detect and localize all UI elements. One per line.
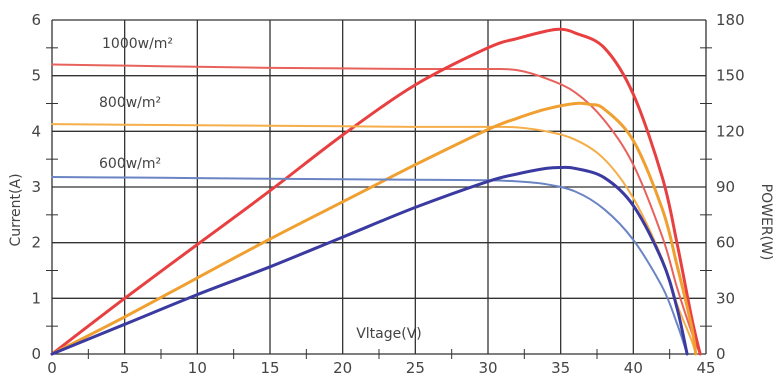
- y-right-tick-label: 90: [716, 178, 735, 196]
- y-left-tick-label: 3: [31, 178, 41, 196]
- series-line-iv_1000: [51, 63, 702, 355]
- series-line-pv_1000: [50, 27, 702, 356]
- series-line-pv_600: [50, 165, 689, 356]
- x-tick-label: 20: [333, 359, 352, 376]
- x-axis-label: Vltage(V): [356, 326, 422, 342]
- y-right-tick-label: 60: [716, 234, 735, 252]
- y-left-tick-label: 4: [31, 122, 41, 140]
- y-left-tick-label: 6: [31, 11, 41, 29]
- x-tick-label: 0: [47, 359, 57, 376]
- series-line-iv_600: [51, 176, 689, 355]
- grid-layer: [46, 19, 712, 359]
- y-right-tick-label: 120: [716, 122, 745, 140]
- y-left-tick-label: 0: [31, 345, 41, 363]
- x-tick-label: 25: [406, 359, 425, 376]
- x-tick-label: 45: [696, 359, 715, 376]
- y-right-tick-label: 0: [716, 345, 726, 363]
- y-left-tick-label: 2: [31, 234, 41, 252]
- y-left-tick-label: 1: [31, 289, 41, 307]
- tick-layer: 0 5 10 15 20 25 30 35 40 450123456030609012015018…: [31, 11, 744, 376]
- x-tick-label: 30: [478, 359, 497, 376]
- y-right-tick-label: 30: [716, 289, 735, 307]
- series-label-1000: 1000w/m²: [102, 36, 173, 52]
- y-right-tick-label: 150: [716, 67, 745, 85]
- x-tick-label: 35: [551, 359, 570, 376]
- x-tick-label: 10: [188, 359, 207, 376]
- series-line-pv_800: [50, 101, 698, 356]
- y-right-tick-label: 180: [716, 11, 745, 29]
- x-tick-label: 5: [120, 359, 130, 376]
- series-layer: [50, 27, 702, 356]
- x-tick-label: 40: [624, 359, 643, 376]
- y-right-axis-label: POWER(W): [758, 184, 774, 261]
- series-label-600: 600w/m²: [99, 156, 161, 172]
- y-left-axis-label: Current(A): [8, 173, 24, 246]
- series-label-800: 800w/m²: [99, 95, 161, 111]
- y-left-tick-label: 5: [31, 67, 41, 85]
- x-tick-label: 15: [260, 359, 279, 376]
